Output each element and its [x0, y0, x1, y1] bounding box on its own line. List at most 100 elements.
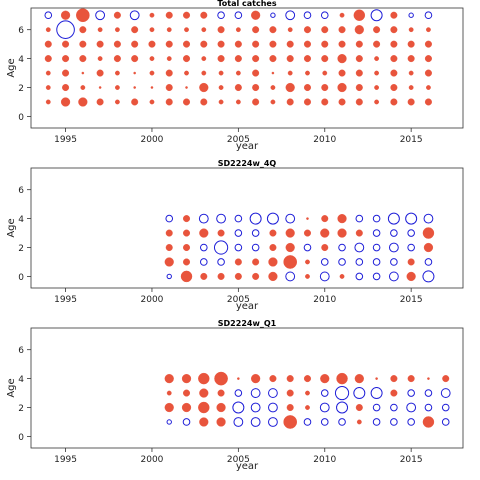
- panel-0-xtick-label: 2010: [313, 135, 336, 145]
- panel-0-bubble: [321, 26, 329, 34]
- panel-0-bubble: [62, 55, 70, 63]
- panel-1-bubble: [216, 213, 226, 224]
- panel-2-xtick-label: 2005: [227, 455, 250, 465]
- panel-1-bubble: [407, 243, 415, 252]
- panel-2-bubble: [320, 389, 329, 397]
- panel-1-bubble: [339, 274, 345, 279]
- panel-0-bubble: [80, 85, 86, 90]
- panel-2-bubble: [286, 404, 294, 412]
- panel-1-bubble: [234, 243, 243, 252]
- panel-0-bubble: [426, 27, 431, 33]
- panel-0-bubble: [79, 26, 87, 34]
- panel-0-bubble: [185, 86, 188, 89]
- panel-0-bubble: [338, 40, 346, 48]
- panel-0-bubble: [218, 85, 224, 90]
- panel-0-bubble: [303, 84, 311, 92]
- panel-1-bubble: [303, 243, 312, 252]
- panel-2-bubble: [353, 387, 366, 400]
- panel-2-bubble: [320, 418, 329, 426]
- panel-1-bubble: [199, 228, 209, 238]
- panel-0-title: Total catches: [217, 0, 276, 8]
- panel-1-bubble: [306, 217, 309, 220]
- panel-2-bubble: [442, 375, 450, 383]
- panel-2-bubble: [372, 403, 381, 412]
- panel-0-bubble: [129, 10, 140, 21]
- panel-0-bubble: [217, 11, 225, 20]
- panel-0-bubble: [287, 70, 293, 76]
- panel-0-bubble: [96, 40, 104, 48]
- panel-1-bubble: [234, 272, 242, 280]
- panel-0-bubble: [286, 55, 294, 63]
- panel-0-bubble: [303, 26, 311, 34]
- panel-0-bubble: [45, 99, 51, 105]
- panel-0-bubble: [149, 99, 155, 105]
- panel-1-bubble: [165, 214, 174, 223]
- panel-1-bubble: [388, 242, 399, 253]
- panel-2-bubble: [390, 403, 398, 412]
- panel-1-bubble: [407, 258, 415, 266]
- panel-0-bubble: [287, 27, 293, 33]
- panel-0-bubble: [374, 85, 379, 90]
- panel-1-bubble: [269, 229, 277, 237]
- panel-1-bubble: [285, 213, 296, 224]
- panel-2-bubble: [303, 418, 312, 426]
- panel-0-bubble: [44, 55, 52, 63]
- panel-2-bubble: [441, 403, 450, 412]
- panel-2-bubble: [199, 388, 209, 398]
- panel-1-bubble: [252, 258, 260, 266]
- panel-1-ylabel: Age: [6, 218, 17, 237]
- panel-1-bubble: [354, 242, 365, 253]
- panel-2-bubble: [286, 389, 294, 397]
- panel-1-bubble: [338, 258, 346, 266]
- panel-0-bubble: [252, 84, 260, 92]
- panel-0-bubble: [44, 11, 53, 20]
- panel-1-bubble: [251, 229, 260, 237]
- panel-1-bubble: [372, 229, 381, 237]
- panel-1-bubble: [183, 258, 191, 266]
- panel-0-xtick-label: 1995: [54, 135, 77, 145]
- panel-2-xtick-label: 2015: [400, 455, 423, 465]
- panel-2-bubble: [356, 419, 362, 425]
- panel-1-bubble: [338, 243, 346, 252]
- panel-0-bubble: [165, 40, 173, 48]
- panel-0-bubble: [270, 12, 276, 18]
- panel-0-bubble: [149, 56, 155, 62]
- panel-0-bubble: [390, 11, 398, 19]
- panel-0-bubble: [148, 40, 156, 48]
- panel-2-bubble: [424, 389, 433, 397]
- panel-0-bubble: [199, 82, 209, 93]
- panel-0-bubble: [234, 84, 242, 92]
- panel-2-bubble: [354, 374, 364, 384]
- panel-0-bubble: [424, 69, 432, 77]
- panel-0-ytick-label: 6: [18, 26, 24, 36]
- panel-0-bubble: [235, 27, 241, 33]
- panel-2-bubble: [199, 417, 209, 427]
- panel-2-bubble: [441, 418, 450, 426]
- panel-1-bubble: [372, 272, 381, 281]
- panel-2-bubble: [214, 371, 228, 386]
- panel-1-bubble: [372, 214, 381, 223]
- panel-0-bubble: [269, 55, 277, 63]
- panel-0-bubble: [149, 27, 155, 33]
- panel-1-bubble: [285, 242, 295, 253]
- panel-0-bubble: [355, 98, 363, 106]
- panel-0-bubble: [321, 98, 329, 106]
- panel-1-xlabel: year: [236, 301, 259, 312]
- panel-1-ytick-label: 2: [18, 244, 24, 254]
- panel-1-bubble: [321, 215, 329, 223]
- panel-1-bubble: [183, 244, 191, 252]
- panel-0-bubble: [62, 40, 70, 48]
- panel-0-bubble: [183, 11, 191, 19]
- panel-1-bubble: [424, 258, 433, 266]
- panel-1-bubble: [423, 242, 434, 253]
- panel-0-ytick-label: 4: [18, 55, 24, 65]
- panel-0-bubble: [321, 84, 329, 92]
- panel-1-bubble: [337, 228, 347, 238]
- panel-0-bubble: [355, 69, 363, 77]
- panel-0-bubble: [218, 99, 224, 105]
- panel-1-bubble: [390, 229, 398, 237]
- panel-1-xtick-label: 2010: [313, 295, 336, 305]
- panel-1-bubble: [166, 273, 172, 280]
- panel-0-bubble: [303, 98, 311, 106]
- panel-2-bubble: [250, 417, 261, 427]
